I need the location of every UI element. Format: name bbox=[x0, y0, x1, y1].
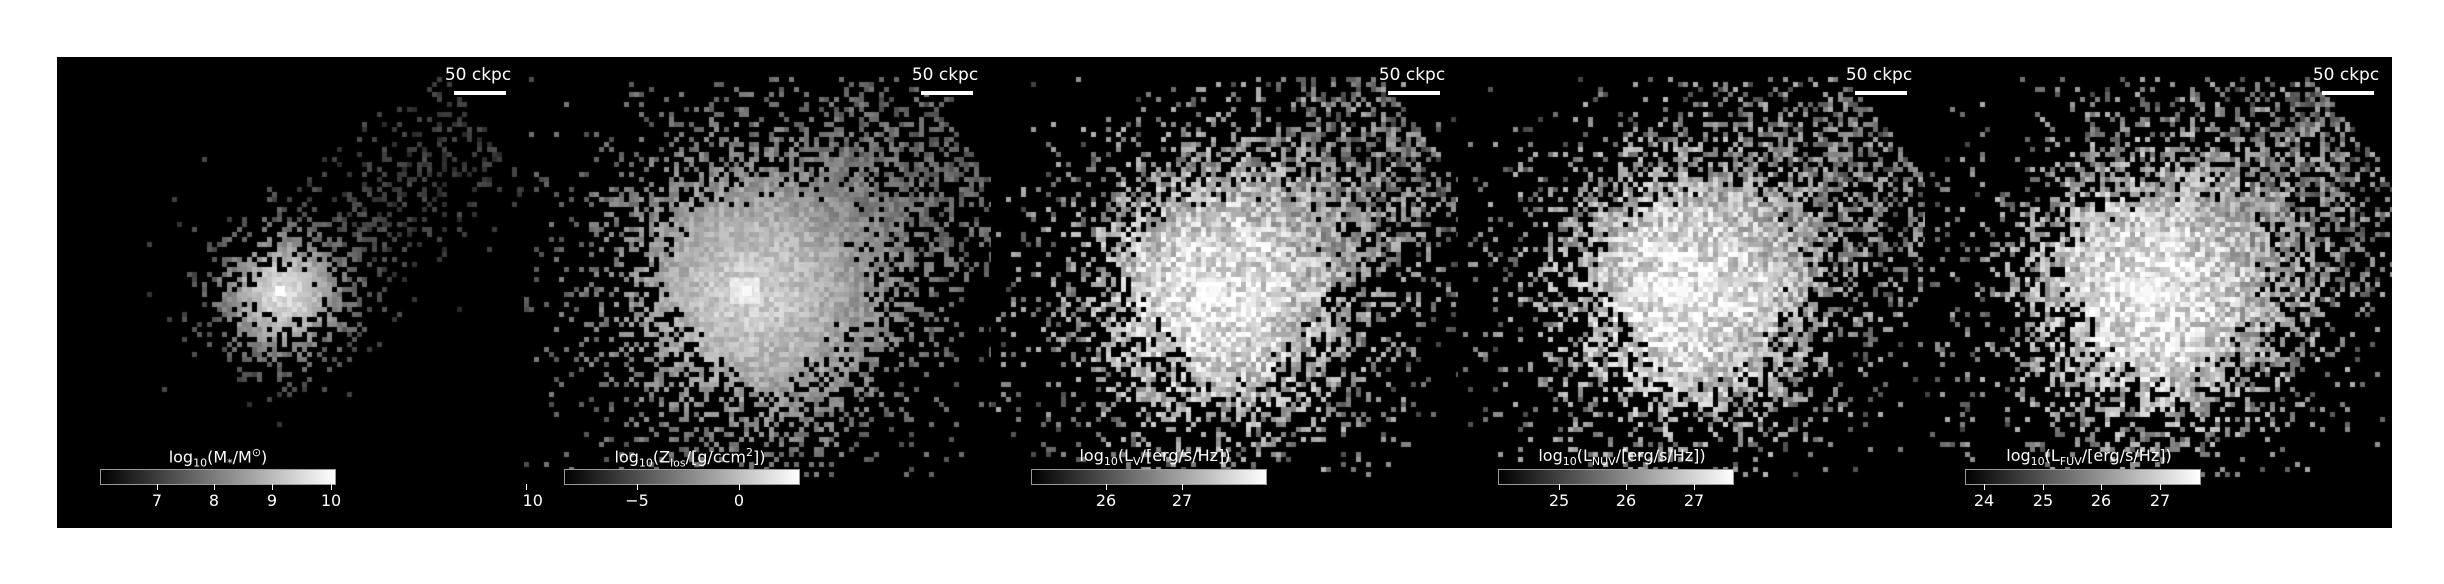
colorbar-tick bbox=[1626, 484, 1627, 490]
colorbar-title-quantity: (L bbox=[2044, 446, 2060, 465]
colorbar-tick-label: 24 bbox=[1973, 491, 1995, 510]
colorbar-title-close: ]) bbox=[753, 447, 766, 467]
colorbar-title-subscript: los bbox=[670, 456, 686, 470]
scale-bar-label: 50 ckpc bbox=[444, 65, 512, 85]
scale-bar bbox=[454, 91, 506, 95]
colorbar-title: log10(LNUV/[erg/s/Hz]) bbox=[1538, 446, 1705, 468]
colorbar-tick bbox=[1984, 484, 1985, 490]
colorbar-title: log10(M*/M⊙) bbox=[169, 446, 268, 470]
scale-bar-label: 50 ckpc bbox=[2312, 65, 2380, 85]
colorbar-title-superscript: 2 bbox=[746, 446, 753, 459]
colorbar-tick-label: 25 bbox=[1548, 491, 1570, 510]
colorbar-tick bbox=[1694, 484, 1695, 490]
colorbar-title-subscript: V bbox=[1133, 455, 1141, 469]
colorbar-title-base: 10 bbox=[1103, 455, 1118, 469]
colorbar-title-unit: /M bbox=[232, 447, 252, 467]
map-image-fuv bbox=[1925, 57, 2392, 528]
map-image-metallicity bbox=[524, 57, 991, 528]
colorbar-title-log: log bbox=[2006, 446, 2031, 465]
colorbar-tick-label: 26 bbox=[2090, 491, 2112, 510]
colorbar-title: log10(LFUV/[erg/s/Hz]) bbox=[2006, 446, 2171, 468]
colorbar-tick bbox=[2101, 484, 2102, 490]
colorbar-title-subscript: FUV bbox=[2059, 455, 2082, 469]
colorbar-title-quantity: (L bbox=[1576, 446, 1592, 465]
colorbar-tick bbox=[637, 484, 638, 490]
colorbar-title-subscript: NUV bbox=[1591, 455, 1616, 469]
scale-bar-label: 50 ckpc bbox=[1378, 65, 1446, 85]
colorbar-title-base: 10 bbox=[1562, 455, 1577, 469]
colorbar-tick bbox=[2043, 484, 2044, 490]
map-image-nuv bbox=[1458, 57, 1925, 528]
colorbar-tick-label: −5 bbox=[625, 491, 649, 510]
colorbar-title: log10(LV/[erg/s/Hz]) bbox=[1079, 446, 1230, 468]
colorbar-title-quantity: (M bbox=[207, 447, 228, 467]
colorbar-title-unit: /[erg/s/Hz] bbox=[1140, 446, 1225, 465]
colorbar-title-unit: /[g/ccm bbox=[685, 447, 746, 467]
colorbar-tick-label: 26 bbox=[1615, 491, 1637, 510]
colorbar-tick-label: 9 bbox=[266, 491, 278, 510]
colorbar-title-close: ) bbox=[2165, 446, 2172, 465]
colorbar-title-log: log bbox=[1079, 446, 1104, 465]
map-panel-fuv: 50 ckpc log10(LFUV/[erg/s/Hz]) 24 25 26 27 bbox=[1925, 57, 2392, 528]
scale-bar bbox=[2322, 91, 2374, 95]
scale-bar bbox=[1855, 91, 1907, 95]
colorbar-tick bbox=[157, 484, 158, 490]
colorbar-tick bbox=[214, 484, 215, 490]
colorbar bbox=[1965, 469, 2201, 485]
colorbar-tick-label: 27 bbox=[1171, 491, 1193, 510]
colorbar-title-close: ) bbox=[261, 447, 268, 467]
colorbar-tick bbox=[1106, 484, 1107, 490]
map-image-mass bbox=[57, 57, 524, 528]
colorbar-tick-label: 10 bbox=[320, 491, 342, 510]
map-panel-v-band: 50 ckpc log10(LV/[erg/s/Hz]) 26 27 bbox=[991, 57, 1458, 528]
colorbar bbox=[1498, 469, 1734, 485]
colorbar-title-quantity: (Z bbox=[652, 447, 671, 467]
galaxy-map-strip: 50 ckpc log10(M*/M⊙) 7 8 9 10 50 ckpc log10(Zlo… bbox=[57, 57, 2392, 528]
colorbar-tick bbox=[2160, 484, 2161, 490]
colorbar bbox=[1031, 469, 1267, 485]
colorbar-title: log10(Zlos/[g/ccm2]) bbox=[615, 446, 766, 470]
colorbar-tick bbox=[272, 484, 273, 490]
colorbar-title-log: log bbox=[168, 447, 194, 467]
colorbar bbox=[100, 469, 336, 485]
colorbar-title-subscript: * bbox=[227, 456, 233, 470]
colorbar-tick-label: −10 bbox=[524, 491, 543, 510]
colorbar-title-base: 10 bbox=[2030, 455, 2045, 469]
colorbar-tick bbox=[1182, 484, 1183, 490]
colorbar-tick bbox=[1559, 484, 1560, 490]
colorbar-title-base: 10 bbox=[193, 456, 208, 470]
map-panel-metallicity: 50 ckpc log10(Zlos/[g/ccm2]) −10 −5 0 bbox=[524, 57, 991, 528]
colorbar-title-superscript: ⊙ bbox=[251, 446, 262, 459]
scale-bar bbox=[921, 91, 973, 95]
colorbar-title-base: 10 bbox=[638, 456, 653, 470]
scale-bar-label: 50 ckpc bbox=[911, 65, 979, 85]
colorbar-title-log: log bbox=[1538, 446, 1563, 465]
scale-bar bbox=[1388, 91, 1440, 95]
scale-bar-label: 50 ckpc bbox=[1845, 65, 1913, 85]
colorbar-tick-label: 26 bbox=[1095, 491, 1117, 510]
colorbar-title-unit: /[erg/s/Hz] bbox=[2081, 446, 2166, 465]
map-panel-nuv: 50 ckpc log10(LNUV/[erg/s/Hz]) 25 26 27 bbox=[1458, 57, 1925, 528]
colorbar-title-close: ) bbox=[1699, 446, 1706, 465]
colorbar-tick-label: 27 bbox=[1683, 491, 1705, 510]
colorbar-tick-label: 27 bbox=[2149, 491, 2171, 510]
colorbar-tick bbox=[331, 484, 332, 490]
colorbar-tick-label: 0 bbox=[733, 491, 745, 510]
colorbar-tick bbox=[526, 484, 527, 490]
colorbar-tick bbox=[739, 484, 740, 490]
colorbar-tick-label: 25 bbox=[2032, 491, 2054, 510]
map-panel-mass: 50 ckpc log10(M*/M⊙) 7 8 9 10 bbox=[57, 57, 524, 528]
map-image-v-band bbox=[991, 57, 1458, 528]
colorbar-title-log: log bbox=[614, 447, 639, 467]
colorbar-title-close: ) bbox=[1224, 446, 1231, 465]
colorbar-tick-label: 8 bbox=[208, 491, 220, 510]
colorbar-tick-label: 7 bbox=[151, 491, 163, 510]
colorbar-title-quantity: (L bbox=[1117, 446, 1134, 465]
colorbar-title-unit: /[erg/s/Hz] bbox=[1615, 446, 1700, 465]
colorbar bbox=[564, 469, 800, 485]
